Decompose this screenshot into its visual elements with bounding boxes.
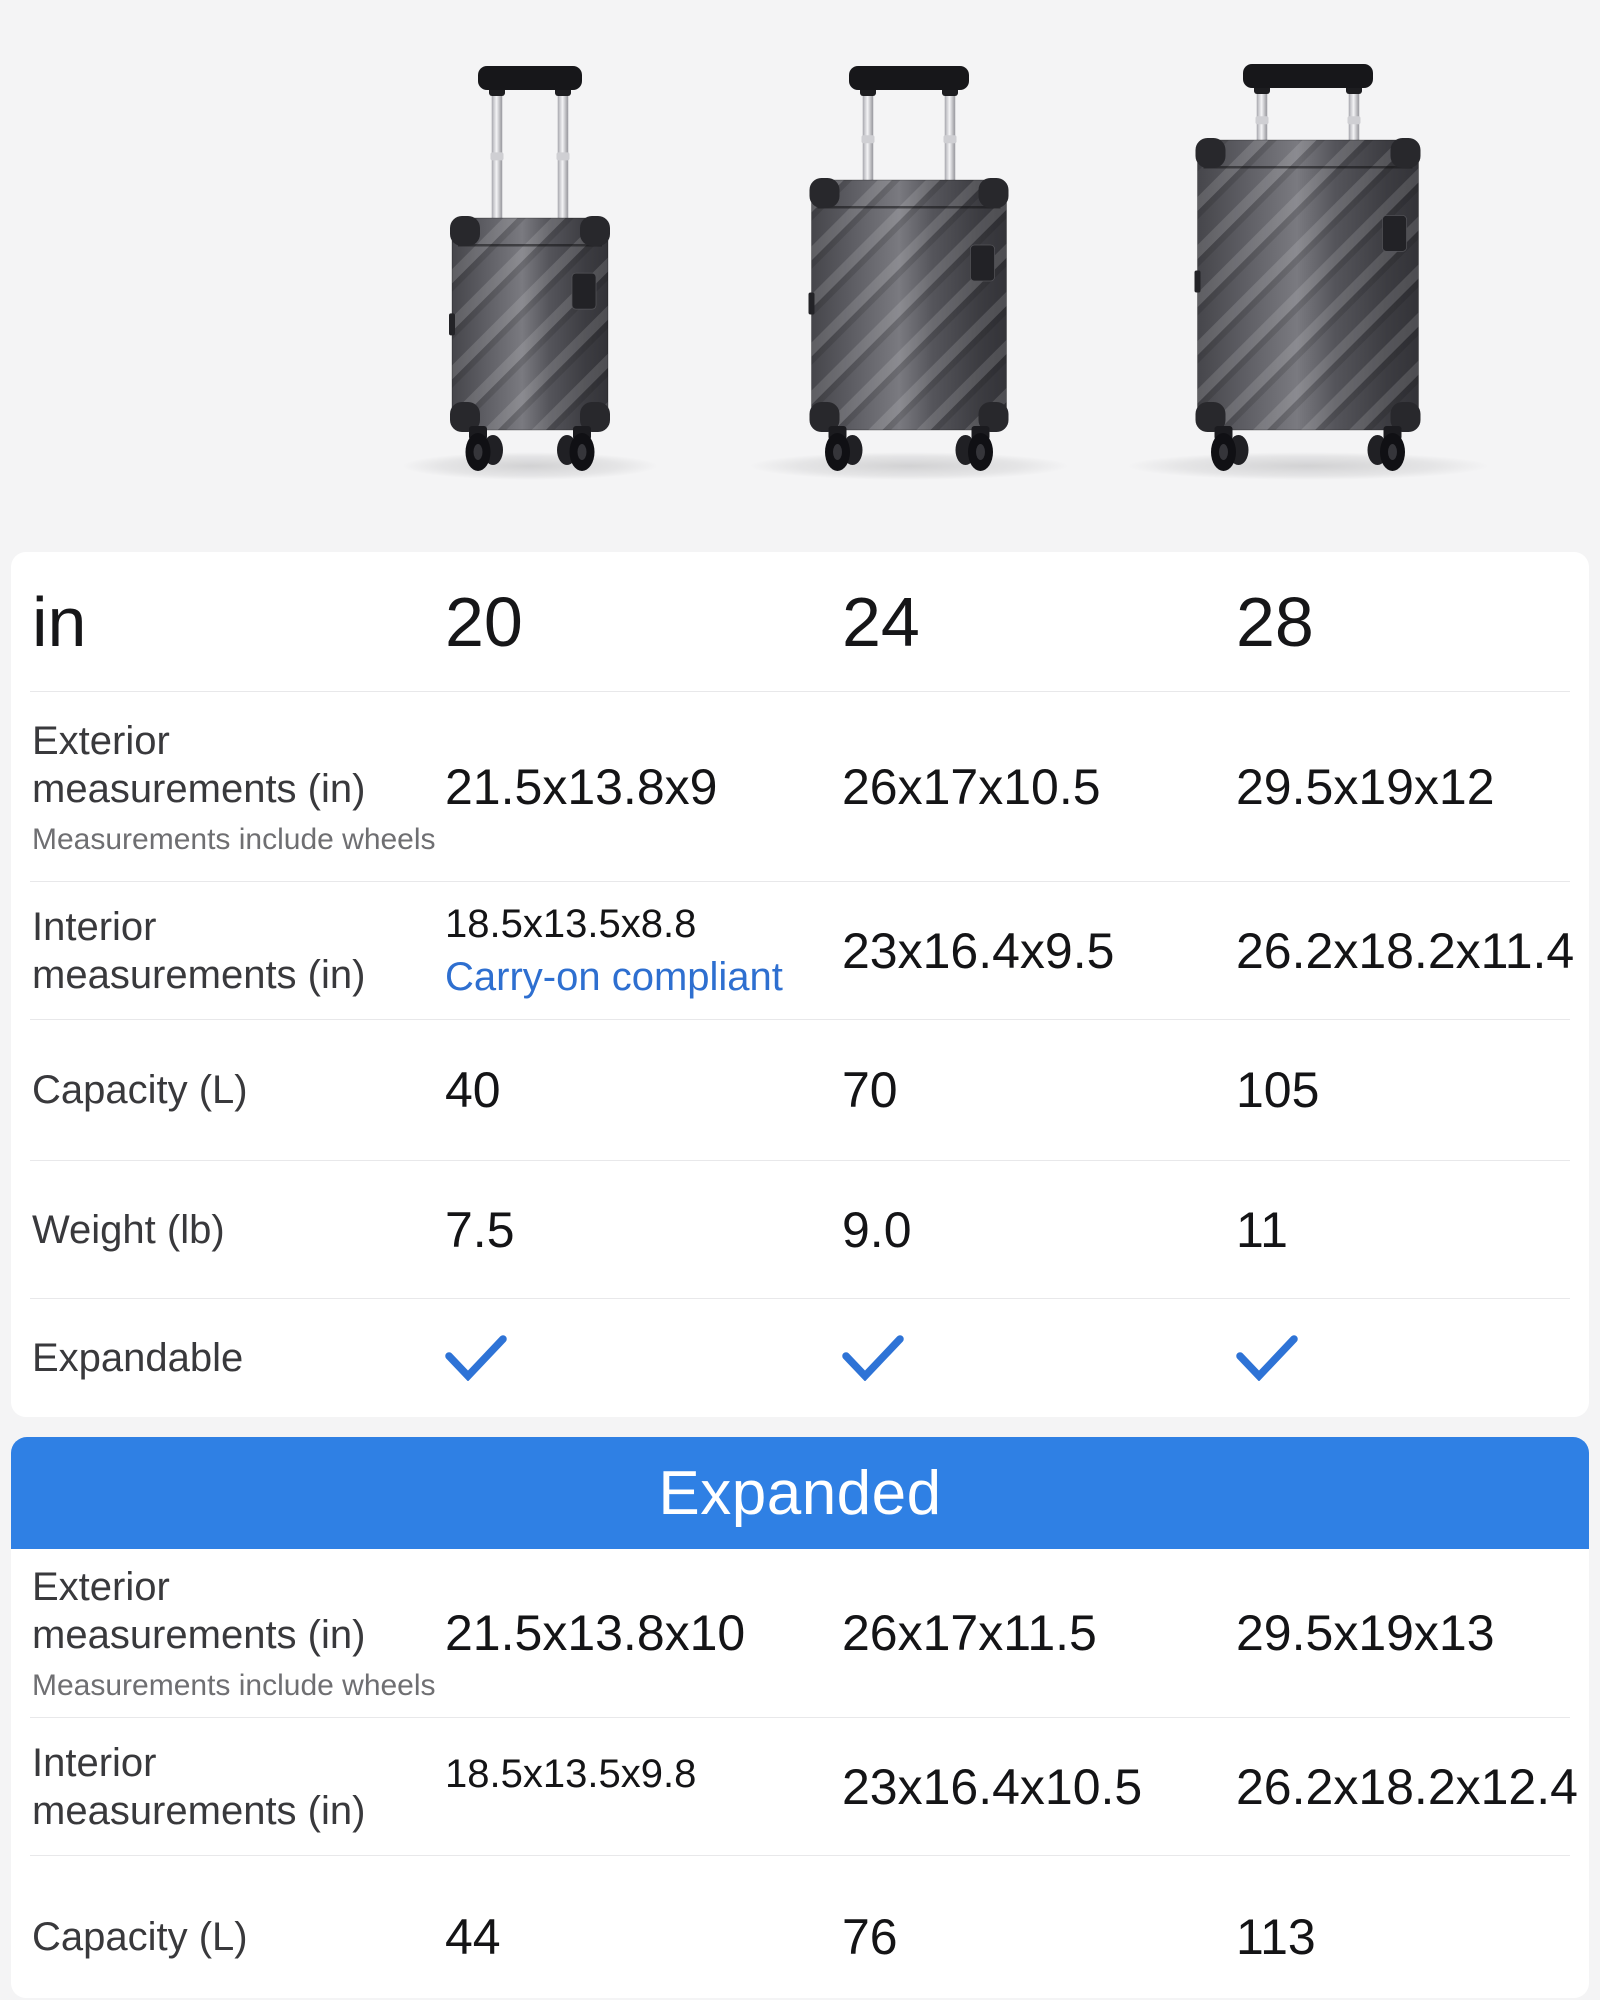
expanded-capacity-row: Capacity (L) 44 76 113 <box>30 1856 1570 1998</box>
exterior-measurements-row: Exterior measurements (in) Measurements … <box>30 692 1570 882</box>
expanded-interior-value-28: 26.2x18.2x12.4 <box>1236 1758 1578 1815</box>
weight-value-20: 7.5 <box>445 1201 515 1258</box>
expandable-cell-28 <box>1236 1335 1570 1381</box>
suitcase-28-image <box>1126 64 1490 480</box>
exterior-value-24: 26x17x10.5 <box>842 758 1101 815</box>
interior-value-28: 26.2x18.2x11.4 <box>1236 922 1575 979</box>
suitcase-24-image <box>749 66 1069 480</box>
interior-value-24: 23x16.4x9.5 <box>842 922 1115 979</box>
expanded-interior-value-24: 23x16.4x10.5 <box>842 1758 1143 1815</box>
wheels-note: Measurements include wheels <box>32 822 436 856</box>
expanded-interior-row: Interior measurements (in) 18.5x13.5x9.8… <box>30 1718 1578 1856</box>
check-icon <box>445 1335 507 1381</box>
expandable-label: Expandable <box>32 1336 244 1380</box>
capacity-row: Capacity (L) 40 70 105 <box>30 1020 1570 1161</box>
size-comparison-table: in 20 24 28 Exterior measurements (in) M… <box>11 552 1589 1417</box>
column-header-28: 28 <box>1236 582 1314 661</box>
weight-row: Weight (lb) 7.5 9.0 11 <box>30 1161 1570 1299</box>
interior-value-20: 18.5x13.5x8.8 <box>445 901 697 946</box>
expanded-capacity-label: Capacity (L) <box>32 1915 248 1959</box>
expanded-banner: Expanded <box>11 1437 1589 1549</box>
expanded-exterior-value-24: 26x17x11.5 <box>842 1605 1097 1661</box>
interior-measurements-label: Interior measurements (in) <box>32 904 366 997</box>
weight-label: Weight (lb) <box>32 1207 225 1252</box>
capacity-label: Capacity (L) <box>32 1068 248 1112</box>
interior-measurements-row: Interior measurements (in) 18.5x13.5x8.8… <box>30 882 1575 1020</box>
suitcase-set-image <box>402 64 1490 480</box>
expanded-wheels-note: Measurements include wheels <box>32 1669 436 1702</box>
exterior-value-28: 29.5x19x12 <box>1236 758 1495 815</box>
capacity-value-20: 40 <box>445 1062 501 1118</box>
column-header-20: 20 <box>445 582 523 661</box>
exterior-measurements-label: Exterior measurements (in) <box>32 718 366 811</box>
expanded-capacity-value-28: 113 <box>1236 1909 1316 1965</box>
carry-on-compliant-link[interactable]: Carry-on compliant <box>445 954 783 999</box>
expanded-capacity-value-24: 76 <box>842 1909 898 1965</box>
expanded-exterior-value-20: 21.5x13.8x10 <box>445 1605 746 1661</box>
product-hero <box>0 0 1600 552</box>
capacity-value-24: 70 <box>842 1062 898 1118</box>
column-header-24: 24 <box>842 582 920 661</box>
weight-value-24: 9.0 <box>842 1201 912 1258</box>
suitcase-20-image <box>402 66 658 480</box>
expanded-banner-label: Expanded <box>658 1458 942 1528</box>
size-header-row: in 20 24 28 <box>30 552 1570 692</box>
expanded-exterior-row: Exterior measurements (in) Measurements … <box>30 1549 1570 1718</box>
expanded-exterior-label: Exterior measurements (in) <box>32 1565 366 1657</box>
expanded-exterior-value-28: 29.5x19x13 <box>1236 1605 1495 1661</box>
expanded-comparison-table: Exterior measurements (in) Measurements … <box>11 1549 1589 1998</box>
expanded-interior-value-20: 18.5x13.5x9.8 <box>445 1752 697 1796</box>
weight-value-28: 11 <box>1236 1201 1288 1258</box>
capacity-value-28: 105 <box>1236 1062 1320 1118</box>
check-icon <box>1236 1335 1298 1381</box>
check-icon <box>842 1335 904 1381</box>
expanded-interior-label: Interior measurements (in) <box>32 1740 366 1833</box>
expanded-capacity-value-20: 44 <box>445 1909 501 1965</box>
expandable-cell-24 <box>842 1335 1236 1381</box>
expandable-row: Expandable <box>30 1299 1570 1417</box>
unit-header: in <box>32 582 87 661</box>
exterior-value-20: 21.5x13.8x9 <box>445 758 718 815</box>
expandable-cell-20 <box>445 1335 842 1381</box>
